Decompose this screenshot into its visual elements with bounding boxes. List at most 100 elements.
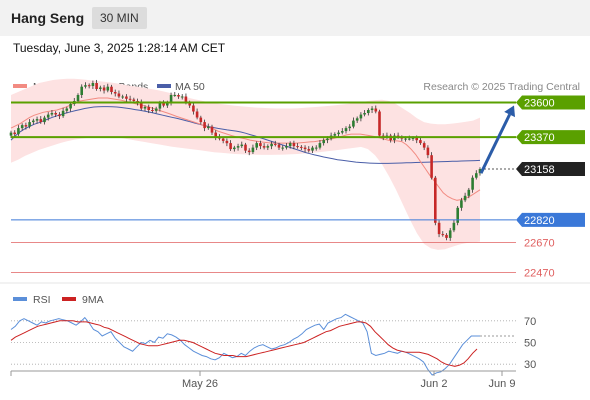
interval-button[interactable]: 30 MIN: [92, 7, 147, 29]
candle: [210, 124, 214, 136]
candle: [84, 82, 87, 89]
ma9-legend-swatch: [62, 297, 76, 301]
candle-body: [374, 108, 378, 112]
candle: [426, 145, 430, 159]
resistance-tag: [516, 130, 585, 145]
candle-body: [80, 86, 83, 95]
candle-body: [408, 138, 411, 140]
rsi-legend-swatch: [13, 297, 27, 301]
candle: [452, 219, 456, 233]
forecast-arrow-shaft: [479, 113, 511, 174]
price-level-22820: 22820: [11, 212, 585, 227]
ma9-legend-label: 9MA: [82, 294, 104, 306]
candle-body: [363, 113, 366, 115]
candle-body: [270, 143, 273, 147]
candle: [456, 205, 459, 226]
candle-body: [195, 111, 199, 118]
candle-body: [355, 118, 359, 121]
candle-body: [69, 104, 72, 109]
candle: [121, 94, 124, 99]
rsi-plot: 70 50 30: [10, 313, 536, 376]
rsi-legend-label: RSI: [33, 294, 51, 306]
candle-body: [54, 113, 57, 115]
candle: [214, 130, 217, 141]
candle-body: [292, 143, 296, 147]
price-levels: 23600 23370 23158 22820 22670 22470: [11, 95, 585, 279]
candle-body: [452, 222, 456, 231]
forecast-arrow-head: [504, 105, 516, 118]
candle: [367, 108, 370, 116]
candle-body: [113, 92, 117, 94]
candle-body: [411, 137, 415, 139]
candle-body: [110, 86, 113, 92]
candle: [300, 145, 303, 151]
instrument-name[interactable]: Hang Seng: [11, 10, 85, 26]
candle: [39, 116, 43, 124]
candle-body: [236, 146, 240, 148]
candle-body: [173, 95, 177, 96]
candle: [128, 95, 132, 102]
candle-body: [259, 143, 262, 147]
candle: [311, 145, 314, 154]
price-plot: [9, 78, 482, 250]
candle: [225, 138, 229, 147]
candle: [374, 105, 378, 114]
candle: [233, 145, 236, 152]
candle: [274, 140, 277, 147]
candle-body: [467, 189, 471, 196]
ma50-legend-label: MA 50: [175, 81, 205, 93]
candle: [32, 118, 35, 125]
candle-body: [255, 143, 258, 148]
candle-body: [28, 122, 31, 127]
candle-body: [233, 147, 236, 150]
candle: [117, 90, 121, 99]
candle: [344, 126, 348, 134]
candle: [80, 84, 83, 99]
candle: [262, 143, 266, 150]
candle: [87, 83, 91, 89]
candle: [154, 106, 158, 114]
x-tick-label: Jun 9: [489, 378, 516, 390]
candle-body: [125, 96, 128, 99]
resistance-tag: [516, 95, 585, 110]
candle-body: [128, 98, 132, 100]
candle: [54, 111, 57, 117]
candle-body: [475, 173, 478, 178]
support-label-secondary: 22670: [524, 237, 555, 249]
candle: [247, 148, 251, 156]
candle: [292, 140, 296, 150]
candle: [296, 143, 299, 149]
candle-body: [322, 140, 325, 144]
candle-body: [151, 110, 154, 111]
candle-body: [244, 144, 247, 151]
candle: [318, 140, 322, 150]
candle: [314, 145, 318, 151]
candle: [359, 112, 363, 122]
candle: [177, 93, 180, 99]
candle-body: [300, 146, 303, 148]
candle-body: [352, 120, 355, 127]
current-price-tag: [516, 161, 585, 176]
candle: [363, 110, 366, 117]
candle: [471, 175, 474, 193]
candle-body: [76, 95, 80, 101]
candle: [422, 141, 426, 151]
candle-body: [378, 111, 381, 136]
candle-body: [32, 120, 35, 123]
candle: [46, 112, 50, 121]
candle-body: [210, 126, 214, 133]
candle-body: [434, 177, 437, 223]
candle-body: [17, 128, 20, 135]
candle: [20, 123, 24, 131]
candle-body: [445, 234, 448, 238]
candle-body: [430, 155, 433, 178]
candle-body: [20, 125, 24, 129]
candle: [207, 123, 210, 130]
x-tick-label: May 26: [182, 378, 218, 390]
candle: [355, 116, 359, 123]
candle: [277, 142, 281, 151]
candle: [95, 79, 98, 91]
candle: [463, 192, 467, 203]
candle-body: [24, 125, 28, 127]
